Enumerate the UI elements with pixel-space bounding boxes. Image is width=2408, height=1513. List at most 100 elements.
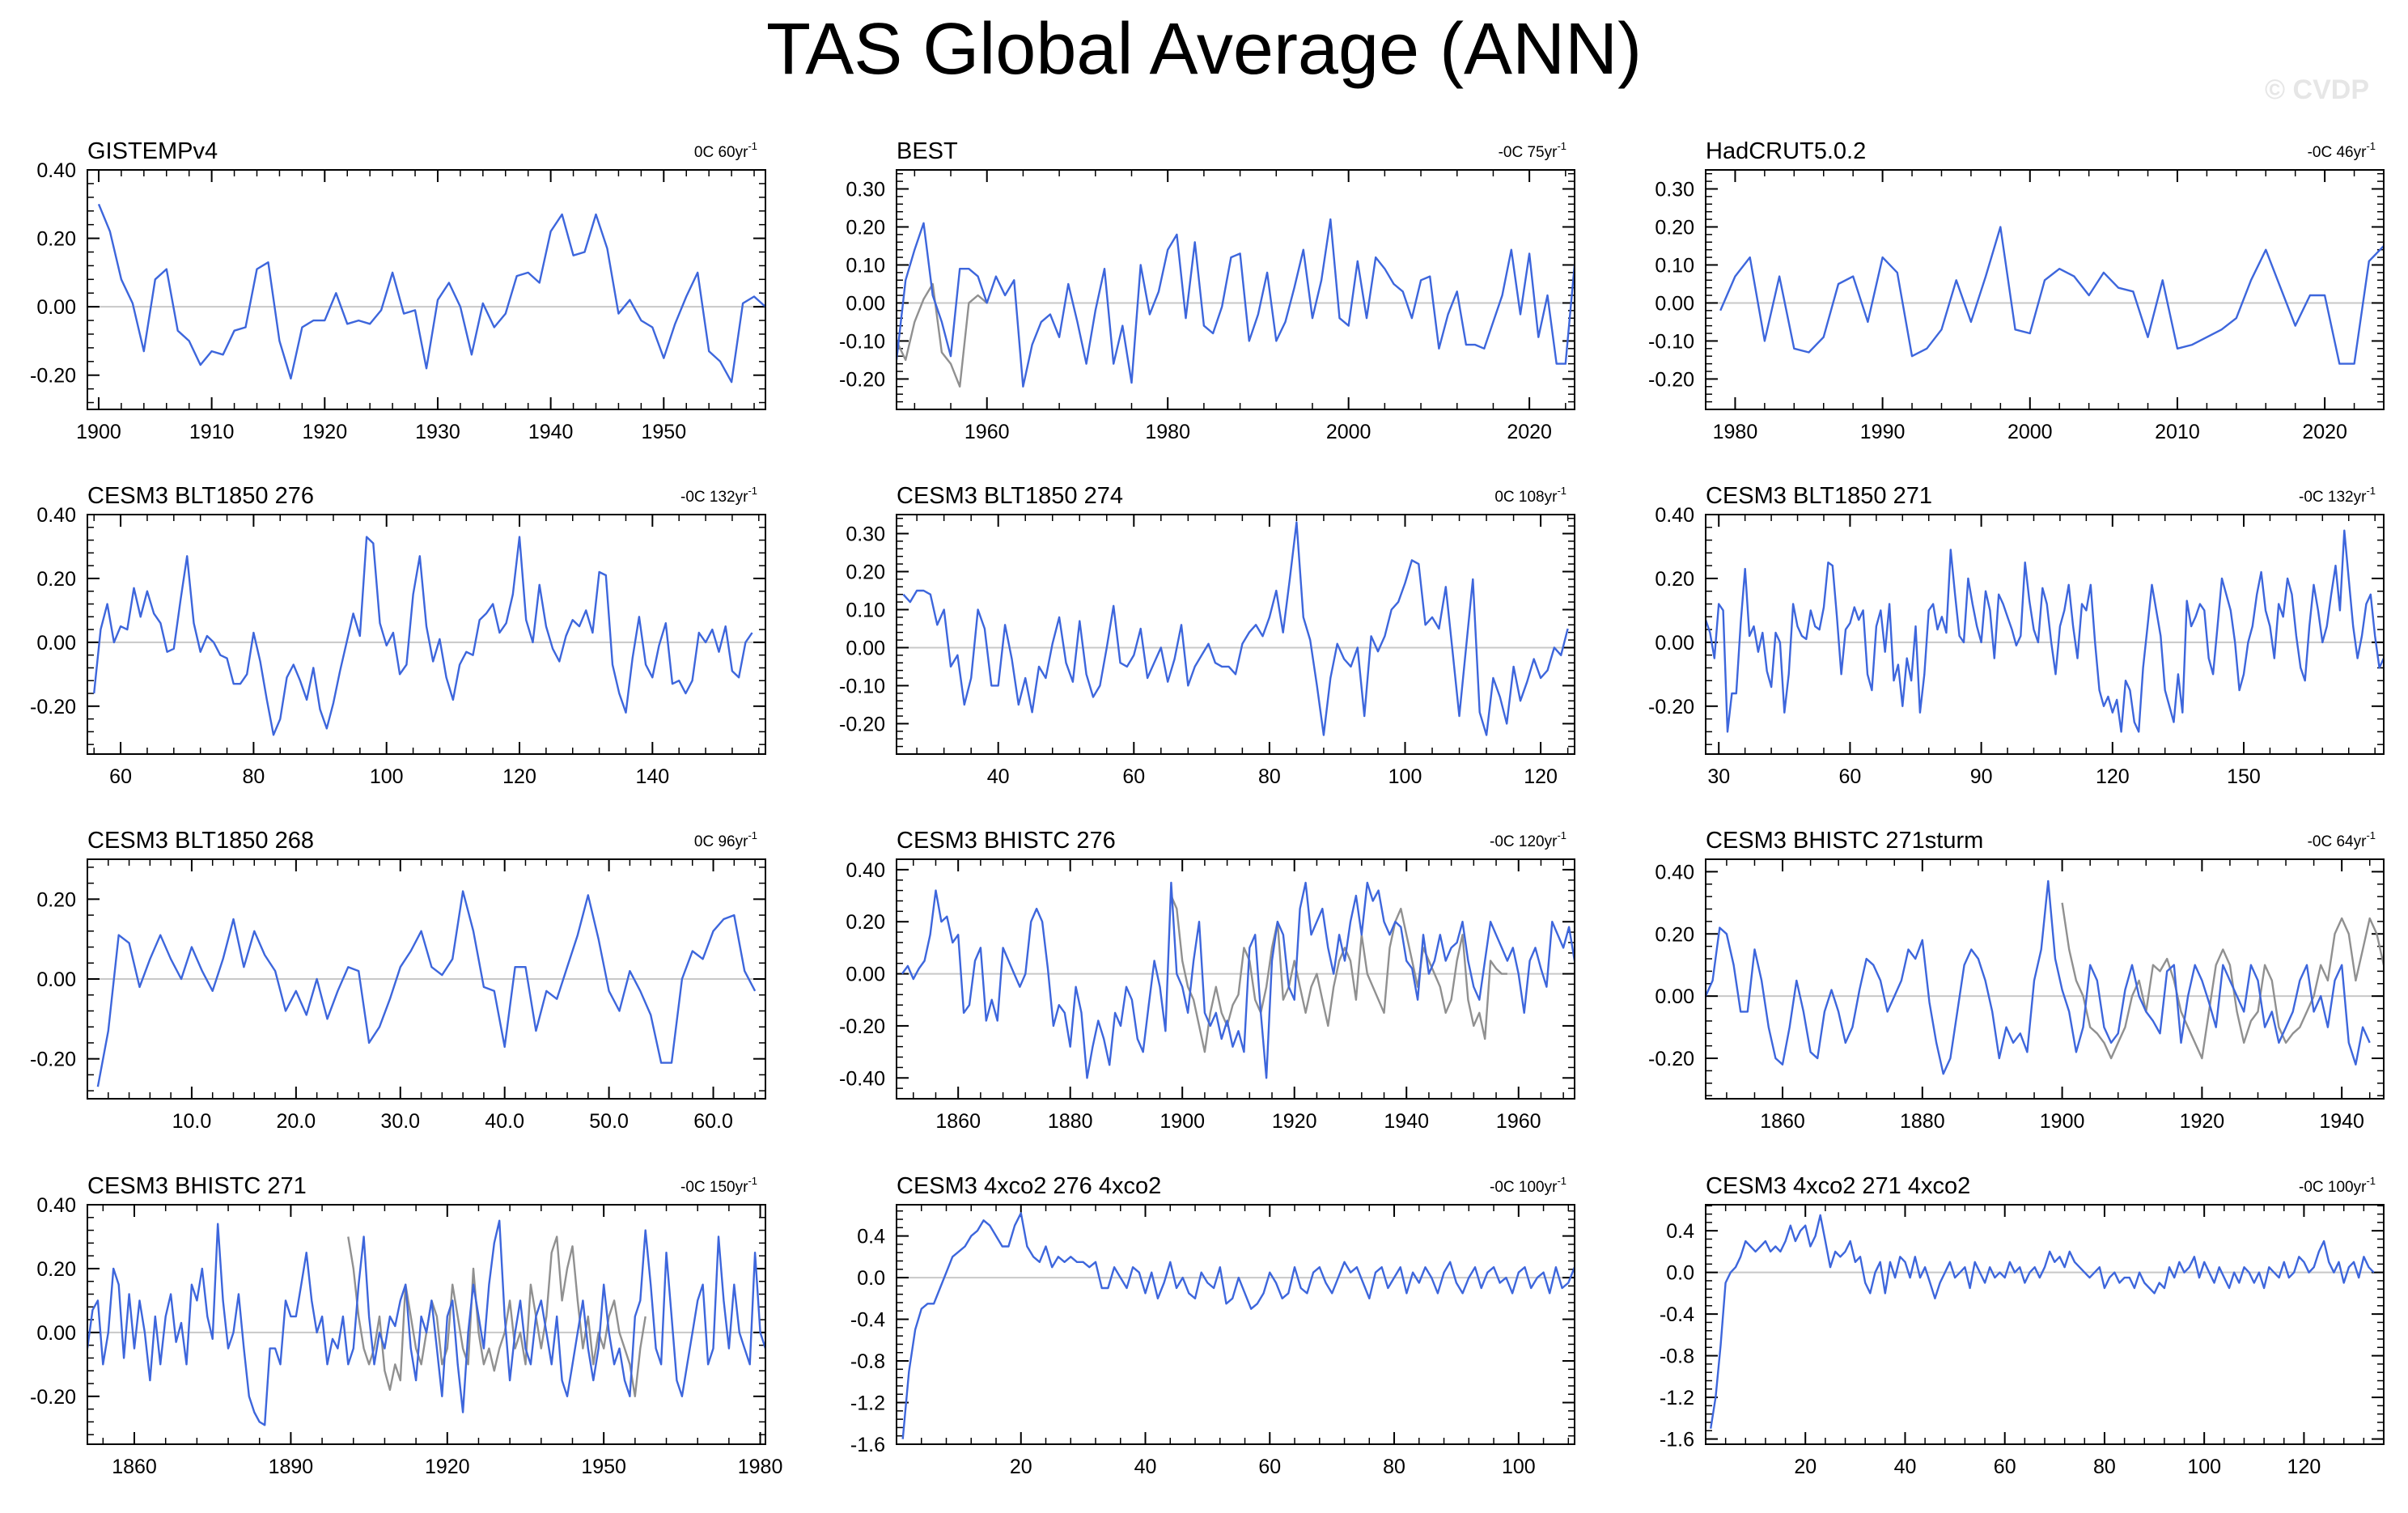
y-tick-label: 0.00: [846, 292, 885, 315]
y-tick-label: 0.10: [1655, 254, 1694, 277]
y-tick-label: 0.0: [1666, 1262, 1694, 1285]
x-tick-label: 100: [2187, 1456, 2221, 1478]
y-tick-label: -0.20: [30, 696, 76, 718]
y-tick-label: 0.20: [36, 1258, 76, 1281]
x-tick-label: 1960: [964, 421, 1010, 443]
y-tick-label: -0.20: [839, 713, 885, 735]
y-tick-label: 0.10: [846, 254, 885, 277]
y-tick-label: 0.0: [857, 1267, 885, 1290]
x-tick-label: 1980: [1713, 421, 1758, 443]
chart-panel-3: -0.20 0.00 0.20 0.40 60 80 100 120 140 CESM3 BLT1…: [30, 483, 766, 788]
y-tick-label: -0.20: [30, 1049, 76, 1071]
x-tick-label: 1900: [1159, 1110, 1205, 1133]
panel-title: CESM3 BHISTC 271: [87, 1173, 307, 1199]
y-tick-label: 0.40: [36, 504, 76, 527]
x-tick-label: 20.0: [277, 1110, 316, 1133]
y-tick-label: 0.00: [1655, 985, 1694, 1008]
x-tick-label: 1860: [1760, 1110, 1805, 1133]
chart-panel-9: -0.20 0.00 0.20 0.40 1860 1890 1920 1950 1980 CES…: [30, 1173, 782, 1478]
x-tick-label: 80: [242, 765, 265, 788]
series-line-main: [93, 536, 753, 736]
y-tick-label: 0.30: [846, 178, 885, 201]
trend-annotation: -0C 120yr-1: [1490, 829, 1566, 850]
series-line-overlay: [897, 282, 988, 388]
series-line-main: [96, 890, 757, 1087]
y-tick-label: 0.20: [1655, 216, 1694, 239]
y-tick-label: -0.4: [1660, 1303, 1694, 1326]
trend-annotation: -0C 132yr-1: [2299, 485, 2376, 506]
y-tick-label: -0.20: [839, 368, 885, 391]
y-tick-label: 0.00: [36, 968, 76, 991]
x-tick-label: 100: [370, 765, 404, 788]
plot-frame: [87, 514, 766, 755]
y-tick-label: -0.8: [850, 1350, 885, 1373]
y-tick-label: 0.20: [846, 561, 885, 583]
plot-frame: [1705, 169, 2385, 410]
x-tick-label: 1890: [269, 1456, 314, 1478]
chart-panel-11: -1.6 -1.2 -0.8 -0.4 0.0 0.4 20 40 60 80 100 120 CESM…: [1660, 1173, 2385, 1478]
y-tick-label: -0.20: [30, 365, 76, 388]
y-tick-label: 0.40: [1655, 861, 1694, 884]
x-tick-label: 20: [1010, 1456, 1032, 1478]
y-tick-label: 0.00: [36, 296, 76, 319]
trend-annotation: -0C 100yr-1: [2299, 1175, 2376, 1196]
trend-annotation: 0C 96yr-1: [694, 829, 757, 850]
trend-annotation: -0C 150yr-1: [680, 1175, 757, 1196]
y-tick-label: -0.20: [839, 1015, 885, 1038]
chart-panel-2: -0.20 -0.10 0.00 0.10 0.20 0.30 1980 1990 2000 20…: [1648, 138, 2385, 443]
x-tick-label: 150: [2227, 765, 2261, 788]
plot-frame: [896, 514, 1575, 755]
x-tick-label: 1920: [2180, 1110, 2225, 1133]
x-tick-label: 1940: [1384, 1110, 1429, 1133]
x-tick-label: 120: [502, 765, 536, 788]
y-tick-label: -0.40: [839, 1067, 885, 1090]
y-tick-label: -1.2: [850, 1392, 885, 1415]
page-title: TAS Global Average (ANN): [765, 9, 1643, 90]
chart-panel-7: -0.40 -0.20 0.00 0.20 0.40 1860 1880 1900 1920 19…: [839, 828, 1575, 1133]
x-tick-label: 30.0: [380, 1110, 420, 1133]
x-tick-label: 20: [1794, 1456, 1817, 1478]
y-tick-label: -0.20: [1648, 1048, 1694, 1070]
trend-annotation: -0C 75yr-1: [1499, 140, 1566, 161]
x-tick-label: 80: [1258, 765, 1281, 788]
series-line-main: [87, 1219, 765, 1426]
panel-title: HadCRUT5.0.2: [1706, 138, 1866, 164]
series-line-main: [901, 881, 1575, 1079]
x-tick-label: 2020: [2302, 421, 2347, 443]
x-tick-label: 90: [1970, 765, 1993, 788]
panel-title: CESM3 4xco2 276 4xco2: [897, 1173, 1161, 1199]
trend-annotation: -0C 100yr-1: [1490, 1175, 1566, 1196]
x-tick-label: 60: [1258, 1456, 1281, 1478]
series-line-main: [1719, 226, 2384, 365]
plot-frame: [1705, 858, 2385, 1100]
series-line-main: [901, 1212, 1575, 1439]
panel-title: BEST: [897, 138, 958, 164]
y-tick-label: 0.40: [36, 159, 76, 182]
x-tick-label: 60.0: [693, 1110, 733, 1133]
x-tick-label: 60: [1994, 1456, 2016, 1478]
panel-title: CESM3 BHISTC 271sturm: [1706, 828, 1983, 854]
x-tick-label: 1980: [738, 1456, 783, 1478]
x-tick-label: 1920: [302, 421, 347, 443]
series-line-main: [1710, 1214, 2375, 1429]
y-tick-label: 0.20: [846, 911, 885, 934]
y-tick-label: 0.20: [1655, 923, 1694, 946]
cvdp-watermark: © CVDP: [2265, 74, 2369, 105]
y-tick-label: 0.40: [36, 1194, 76, 1217]
x-tick-label: 2020: [1507, 421, 1552, 443]
panel-title: GISTEMPv4: [87, 138, 218, 164]
series-line-main: [1706, 879, 2371, 1075]
x-tick-label: 1880: [1048, 1110, 1093, 1133]
x-tick-label: 120: [1524, 765, 1558, 788]
x-tick-label: 1980: [1145, 421, 1190, 443]
plot-frame: [896, 858, 1575, 1100]
chart-panel-0: -0.20 0.00 0.20 0.40 1900 1910 1920 1930 1940 195…: [30, 138, 766, 443]
trend-annotation: -0C 46yr-1: [2308, 140, 2376, 161]
x-tick-label: 120: [2287, 1456, 2321, 1478]
x-tick-label: 1950: [581, 1456, 626, 1478]
x-tick-label: 1910: [189, 421, 235, 443]
plot-frame: [896, 1204, 1575, 1445]
y-tick-label: 0.4: [1666, 1220, 1694, 1243]
chart-panel-5: -0.20 0.00 0.20 0.40 30 60 90 120 150 CESM3 BLT18…: [1648, 483, 2385, 788]
series-line-overlay: [2061, 902, 2384, 1060]
